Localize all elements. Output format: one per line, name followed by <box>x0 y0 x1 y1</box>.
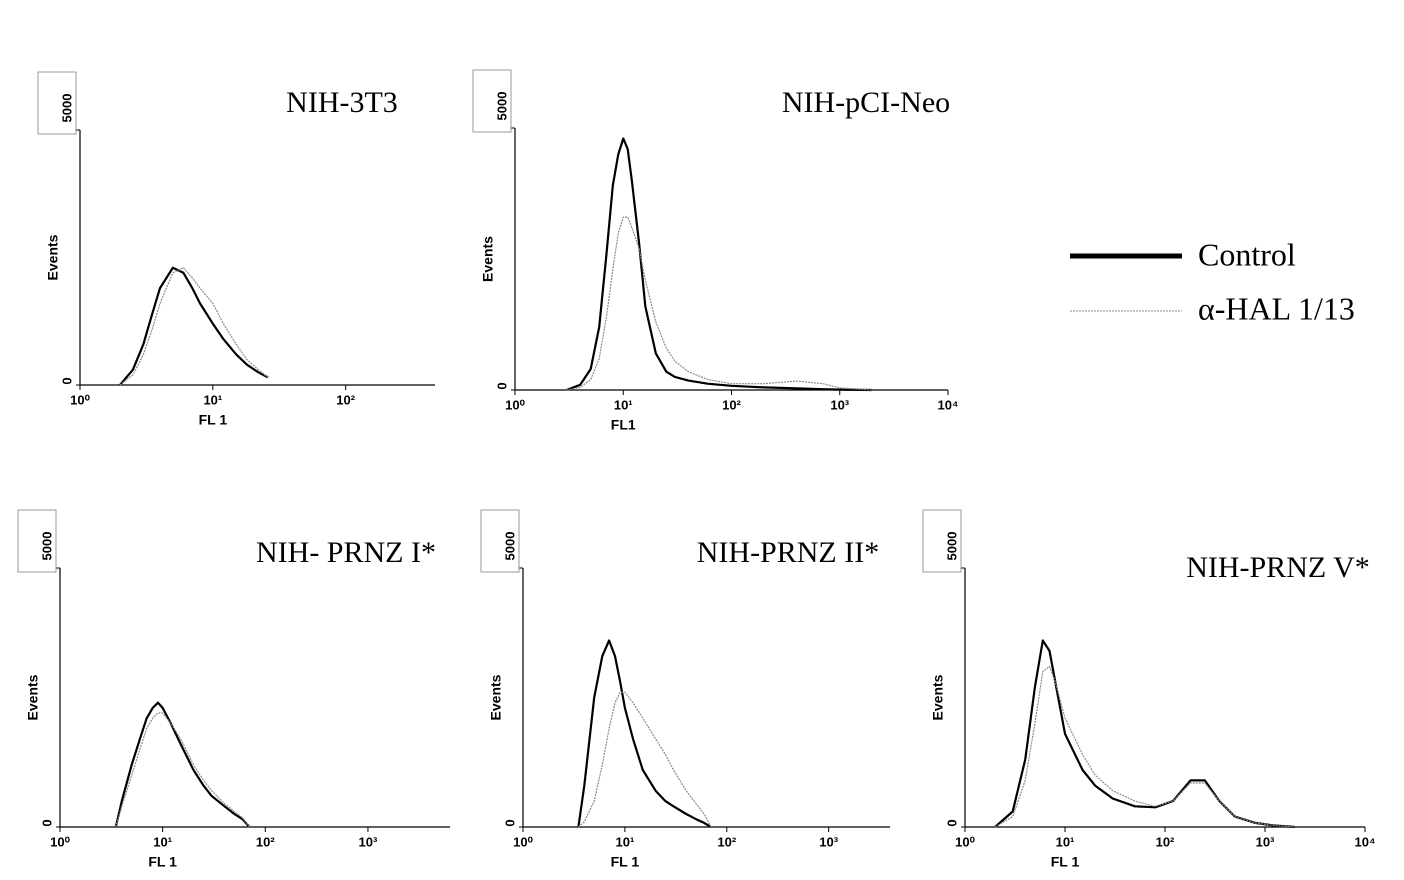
y-tick-label: 5000 <box>494 92 509 121</box>
legend-label: α-HAL 1/13 <box>1198 290 1355 326</box>
y-axis-label: Events <box>488 674 504 720</box>
histogram-line <box>119 267 269 386</box>
y-tick-box <box>480 509 520 573</box>
y-tick-label: 0 <box>944 819 959 826</box>
histogram-line <box>994 639 1296 829</box>
x-tick-label: 10¹ <box>203 392 222 407</box>
y-tick-label: 5000 <box>502 532 517 561</box>
x-tick-label: 10³ <box>1256 834 1275 849</box>
histogram-line <box>566 137 873 392</box>
x-tick-label: 10⁴ <box>938 397 959 412</box>
y-tick-label: 5000 <box>944 532 959 561</box>
x-tick-label: 10³ <box>819 834 838 849</box>
x-axis-label: FL 1 <box>1051 854 1080 870</box>
x-tick-label: 10² <box>336 392 355 407</box>
histogram-line <box>115 712 250 828</box>
x-tick-label: 10² <box>1156 834 1175 849</box>
x-axis-label: FL 1 <box>611 854 640 870</box>
x-axis-label: FL1 <box>611 417 636 433</box>
x-tick-label: 10² <box>717 834 736 849</box>
y-tick-box <box>472 69 512 133</box>
y-tick-label: 0 <box>502 819 517 826</box>
y-tick-box <box>37 71 77 135</box>
panel-title: NIH-3T3 <box>286 86 398 119</box>
histogram-line <box>577 639 712 828</box>
y-axis-label: Events <box>930 674 946 720</box>
y-tick-label: 0 <box>39 819 54 826</box>
legend-label: Control <box>1198 236 1296 272</box>
y-tick-box <box>17 509 57 573</box>
y-tick-label: 0 <box>59 377 74 384</box>
x-tick-label: 10⁴ <box>1355 834 1376 849</box>
histogram-line <box>119 266 269 386</box>
histogram-line <box>578 691 712 828</box>
x-tick-label: 10¹ <box>614 397 633 412</box>
x-tick-label: 10⁰ <box>505 397 525 412</box>
x-tick-label: 10² <box>722 397 741 412</box>
panel-title: NIH-pCI-Neo <box>782 86 950 119</box>
histogram-line <box>994 665 1296 828</box>
x-tick-label: 10⁰ <box>513 834 533 849</box>
y-axis-label: Events <box>480 236 496 282</box>
histogram-line <box>114 701 251 828</box>
x-tick-label: 10⁰ <box>955 834 975 849</box>
x-tick-label: 10³ <box>359 834 378 849</box>
x-tick-label: 10³ <box>830 397 849 412</box>
y-axis-label: Events <box>45 234 61 280</box>
x-tick-label: 10⁰ <box>70 392 90 407</box>
x-tick-label: 10⁰ <box>50 834 70 849</box>
histogram-line <box>566 216 873 391</box>
y-tick-label: 0 <box>494 382 509 389</box>
x-tick-label: 10¹ <box>153 834 172 849</box>
x-axis-label: FL 1 <box>148 854 177 870</box>
x-tick-label: 10¹ <box>615 834 634 849</box>
panel-title: NIH-PRNZ II* <box>697 536 879 569</box>
x-axis-label: FL 1 <box>199 412 228 428</box>
y-tick-label: 5000 <box>39 532 54 561</box>
x-tick-label: 10¹ <box>1056 834 1075 849</box>
y-axis-label: Events <box>25 674 41 720</box>
panel-title: NIH- PRNZ I* <box>256 536 436 569</box>
x-tick-label: 10² <box>256 834 275 849</box>
y-tick-label: 5000 <box>59 94 74 123</box>
y-tick-box <box>922 509 962 573</box>
panel-title: NIH-PRNZ V* <box>1186 551 1370 584</box>
